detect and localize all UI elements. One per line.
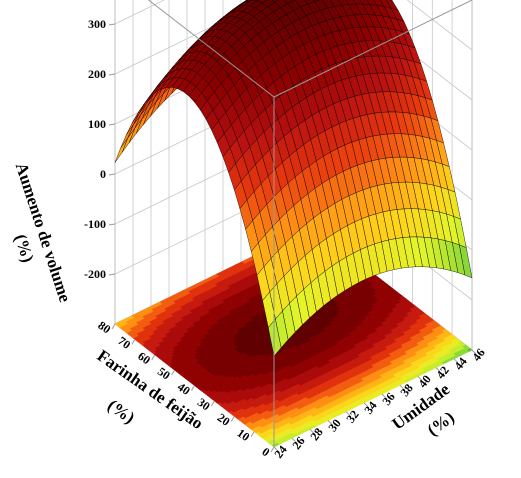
gridline-z <box>406 0 473 51</box>
gridline-z <box>114 0 165 25</box>
